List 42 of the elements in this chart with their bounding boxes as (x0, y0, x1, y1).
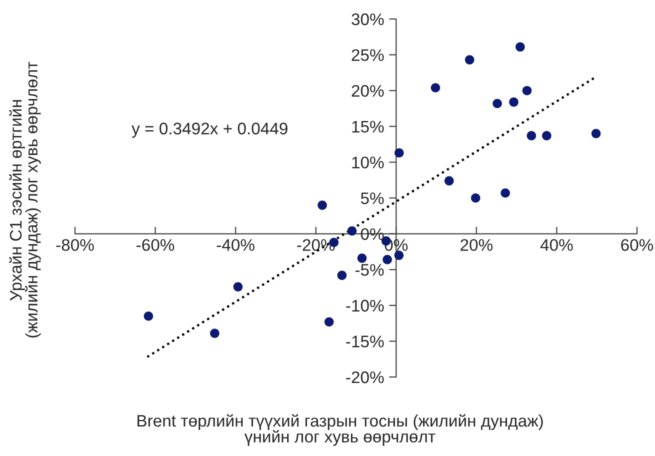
point (591, 128, 601, 138)
y-tick-label: -15% (346, 336, 384, 348)
point (210, 328, 220, 338)
point (357, 253, 367, 263)
x-tick-label: 20% (460, 239, 493, 251)
y-tick-label: 25% (352, 49, 384, 62)
y-tick-label: 5% (360, 192, 384, 204)
y-axis-title: Урхайн С1 зэсийн өртгийн (жилийн дундаж) лог хувь өөрчлөлт (9, 62, 41, 338)
x-tick-label: -60% (136, 239, 174, 251)
point (542, 131, 552, 140)
point (337, 270, 347, 280)
x-tick-label: 60% (621, 239, 654, 251)
point (430, 83, 440, 92)
x-tick-label: -40% (216, 239, 254, 251)
point (464, 55, 474, 64)
y-tick-label: -10% (346, 300, 384, 312)
point (382, 254, 392, 264)
x-tick-label: 40% (540, 239, 573, 251)
point (394, 250, 404, 260)
point (526, 131, 536, 140)
point (318, 200, 327, 210)
y-tick-label: -5% (355, 264, 384, 276)
x-axis-title: Brent төрлийн түүхий газрын тосны (жилийн дундаж) үнийн лог хувь өөрчлөлт (138, 414, 543, 446)
annotation: y = 0.3492x + 0.0449 (132, 122, 288, 138)
y-tick-label: 20% (352, 85, 384, 97)
point (470, 193, 480, 203)
point (444, 176, 454, 186)
point (324, 317, 334, 327)
point (233, 282, 243, 292)
y-tick-label: 15% (352, 120, 384, 133)
point (516, 42, 525, 52)
x-tick-label: -80% (56, 239, 94, 251)
point (144, 311, 154, 321)
point (492, 98, 502, 108)
point (509, 97, 518, 107)
y-tick-label: -20% (346, 371, 384, 384)
point (394, 148, 404, 158)
point (347, 226, 357, 236)
y-tick-label: 30% (352, 13, 384, 26)
point (522, 86, 532, 96)
point (500, 188, 510, 198)
y-tick-label: 10% (352, 156, 384, 168)
